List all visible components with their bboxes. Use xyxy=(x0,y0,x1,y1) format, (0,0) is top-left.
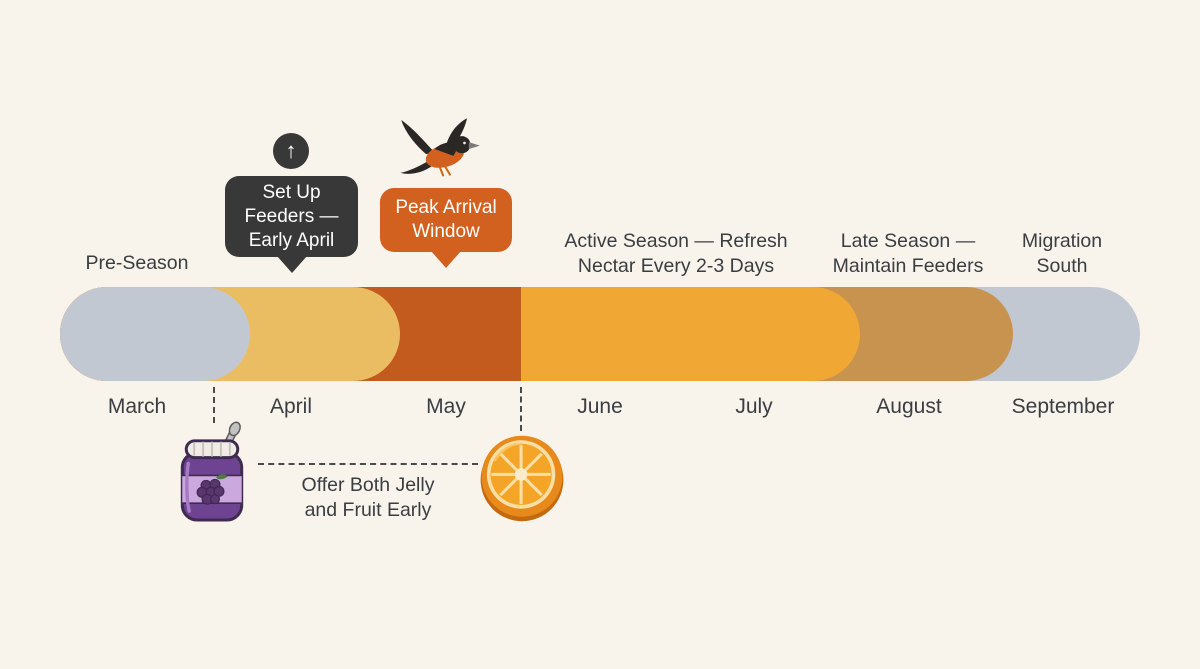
month-label-august: August xyxy=(876,395,942,418)
month-label-june: June xyxy=(577,395,623,418)
migration-south-label: Migration South xyxy=(1022,229,1102,279)
month-label-july: July xyxy=(735,395,773,418)
month-label-march: March xyxy=(107,395,167,418)
late-season-line-1: Late Season — xyxy=(840,230,976,252)
setup-callout-line-1: Set Up xyxy=(262,181,321,203)
jelly-fruit-note-line-2: and Fruit Early xyxy=(304,499,432,521)
setup-feeders-callout: Set Up Feeders — Early April xyxy=(225,176,358,257)
active-season-line-2: Nectar Every 2-3 Days xyxy=(577,255,775,277)
dashed-connector-april xyxy=(213,387,215,423)
segment-march-pre-season xyxy=(60,287,250,381)
migration-line-2: South xyxy=(1036,255,1088,277)
dashed-connector-jelly-to-orange xyxy=(258,463,478,465)
dashed-connector-june xyxy=(520,387,522,431)
peak-arrival-callout: Peak Arrival Window xyxy=(380,188,512,252)
pre-season-label: Pre-Season xyxy=(85,252,189,274)
migration-line-1: Migration xyxy=(1021,230,1103,252)
jelly-jar-icon xyxy=(180,421,244,522)
season-timeline-bar xyxy=(60,287,1140,381)
setup-callout-line-2: Feeders — xyxy=(244,205,339,227)
month-label-september: September xyxy=(1011,395,1115,418)
active-season-line-1: Active Season — Refresh xyxy=(564,230,788,252)
peak-callout-line-2: Window xyxy=(412,221,480,242)
up-arrow-glyph: ↑ xyxy=(285,138,297,163)
late-season-label: Late Season — Maintain Feeders xyxy=(833,229,984,279)
peak-callout-line-1: Peak Arrival xyxy=(395,197,497,218)
oriole-bird-icon xyxy=(400,118,480,177)
late-season-line-2: Maintain Feeders xyxy=(832,255,984,277)
month-label-may: May xyxy=(426,395,466,418)
setup-callout-line-3: Early April xyxy=(248,229,335,251)
jelly-fruit-note-line-1: Offer Both Jelly xyxy=(301,474,435,496)
orange-slice-icon xyxy=(480,435,564,522)
month-label-april: April xyxy=(269,395,313,418)
up-arrow-icon: ↑ xyxy=(273,133,309,169)
jelly-fruit-note: Offer Both Jelly and Fruit Early xyxy=(302,473,435,523)
active-season-label: Active Season — Refresh Nectar Every 2-3… xyxy=(564,229,787,279)
